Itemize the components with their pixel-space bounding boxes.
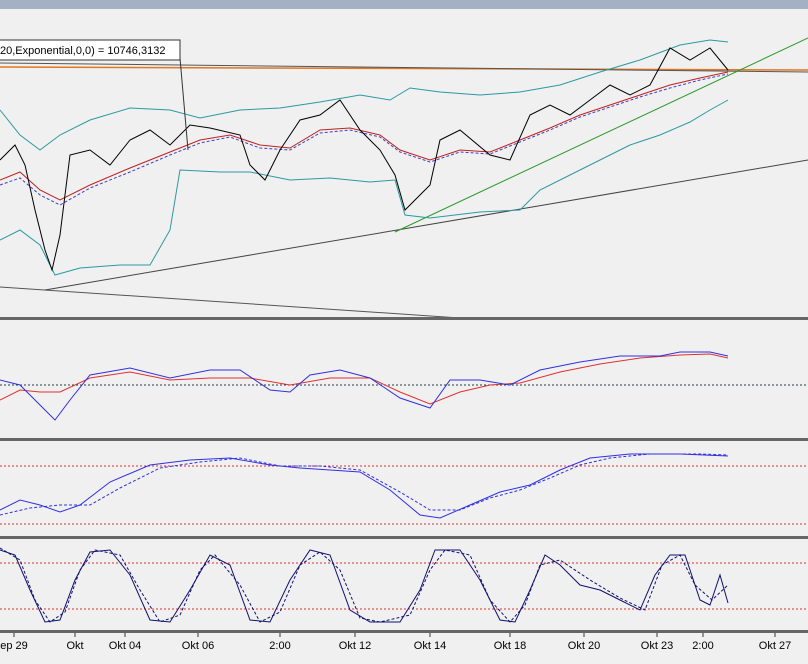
indicator-tooltip bbox=[0, 39, 181, 61]
bollinger-upper bbox=[0, 39, 729, 151]
fast-d bbox=[0, 547, 729, 623]
x-tick-label: Okt 04 bbox=[109, 640, 141, 652]
panel-separator bbox=[0, 536, 808, 539]
ema-line bbox=[0, 73, 729, 206]
price-panel bbox=[0, 37, 808, 319]
fast-k bbox=[0, 549, 729, 623]
moving-average bbox=[0, 71, 729, 201]
stochastic-d bbox=[0, 453, 729, 516]
fast-stochastic-panel bbox=[0, 547, 808, 623]
tooltip-pointer bbox=[179, 57, 189, 151]
x-tick-label: Okt 20 bbox=[568, 640, 600, 652]
stochastic-k bbox=[0, 453, 729, 519]
x-tick-label: Okt 27 bbox=[759, 640, 791, 652]
title-strip bbox=[0, 0, 808, 9]
panel-separator bbox=[0, 630, 808, 633]
x-tick-label: Okt bbox=[66, 640, 83, 652]
trend-line bbox=[0, 62, 808, 73]
bollinger-lower bbox=[0, 99, 729, 276]
x-tick-label: Okt 18 bbox=[494, 640, 526, 652]
indicator-label: 20,Exponential,0,0) = 10746,3132 bbox=[0, 45, 165, 57]
stochastic-panel bbox=[0, 453, 808, 525]
trend-line bbox=[394, 37, 808, 233]
x-tick-label: Okt 14 bbox=[414, 640, 446, 652]
x-tick-label: 2:00 bbox=[692, 640, 713, 652]
panel-separator bbox=[0, 317, 808, 320]
macd-line bbox=[0, 351, 729, 421]
panel-separator bbox=[0, 438, 808, 441]
macd-panel bbox=[0, 351, 808, 421]
x-axis: ep 29 Okt Okt 04 Okt 06 2:00 Okt 12 Okt 14 Okt … bbox=[0, 633, 791, 652]
x-tick-label: Okt 23 bbox=[641, 640, 673, 652]
x-tick-label: 2:00 bbox=[269, 640, 290, 652]
x-tick-label: Okt 12 bbox=[339, 640, 371, 652]
x-tick-label: Okt 06 bbox=[182, 640, 214, 652]
x-tick-label: ep 29 bbox=[0, 640, 28, 652]
trend-line bbox=[44, 159, 808, 291]
horizontal-line bbox=[0, 66, 808, 71]
price-series bbox=[0, 47, 729, 272]
trend-line bbox=[0, 286, 461, 319]
